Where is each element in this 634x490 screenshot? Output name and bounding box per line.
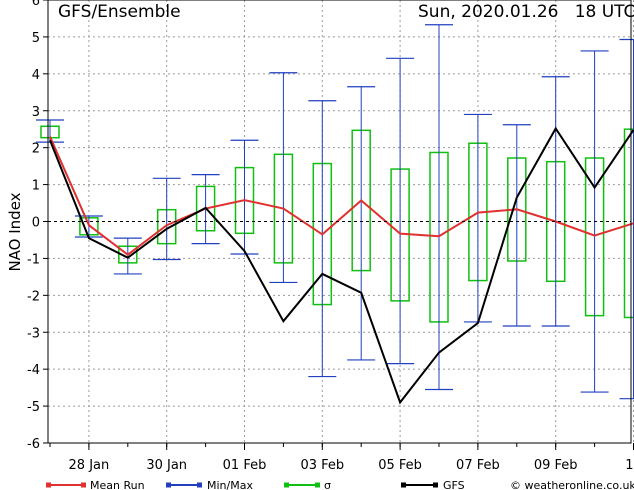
y-tick-label: 0 — [32, 216, 40, 231]
legend-label-minmax: Min/Max — [207, 479, 253, 490]
legend-label-sigma: σ — [324, 479, 331, 490]
y-tick-label: 1 — [32, 179, 40, 194]
legend: Mean Run Min/Max σ GFS © weatheronline.c… — [46, 479, 634, 490]
x-tick-label: 05 Feb — [378, 458, 422, 473]
y-tick-label: 4 — [32, 68, 40, 83]
mean-run-line — [49, 136, 634, 256]
x-tick-label: 09 Feb — [534, 458, 578, 473]
y-axis-ticks: -6 -5 -4 -3 -2 -1 0 1 2 3 4 5 6 — [27, 0, 48, 452]
x-tick-label: 03 Feb — [300, 458, 344, 473]
y-tick-label: -5 — [27, 400, 40, 415]
y-tick-label: -3 — [27, 326, 40, 341]
min-max-bars — [36, 24, 634, 400]
legend-item-gfs: GFS — [401, 479, 465, 490]
gfs-line — [49, 126, 634, 405]
y-axis-label: NAO Index — [6, 192, 24, 271]
chart-timestamp: Sun, 2020.01.26 18 UTC — [418, 2, 634, 22]
y-tick-label: -6 — [27, 437, 40, 452]
x-axis-ticks: 28 Jan 30 Jan 01 Feb 03 Feb 05 Feb 07 Feb 09 F… — [49, 443, 634, 473]
y-tick-label: 6 — [32, 0, 40, 9]
y-tick-label: 5 — [32, 31, 40, 46]
y-tick-label: -2 — [27, 289, 40, 304]
legend-label-gfs: GFS — [443, 479, 465, 490]
legend-item-mean: Mean Run — [46, 479, 145, 490]
x-tick-label: 07 Feb — [456, 458, 500, 473]
legend-item-minmax: Min/Max — [166, 479, 253, 490]
x-tick-label: 01 Feb — [223, 458, 267, 473]
legend-label-mean: Mean Run — [90, 479, 145, 490]
credit-text: © weatheronline.co.uk — [510, 479, 634, 490]
y-tick-label: 3 — [32, 105, 40, 120]
chart-title: GFS/Ensemble — [58, 2, 181, 22]
x-tick-label: 11 — [625, 458, 634, 473]
legend-item-sigma: σ — [284, 479, 331, 490]
y-tick-label: -1 — [27, 252, 40, 267]
y-tick-label: -4 — [27, 363, 40, 378]
x-tick-label: 30 Jan — [146, 458, 187, 473]
y-tick-label: 2 — [32, 142, 40, 157]
x-tick-label: 28 Jan — [69, 458, 110, 473]
